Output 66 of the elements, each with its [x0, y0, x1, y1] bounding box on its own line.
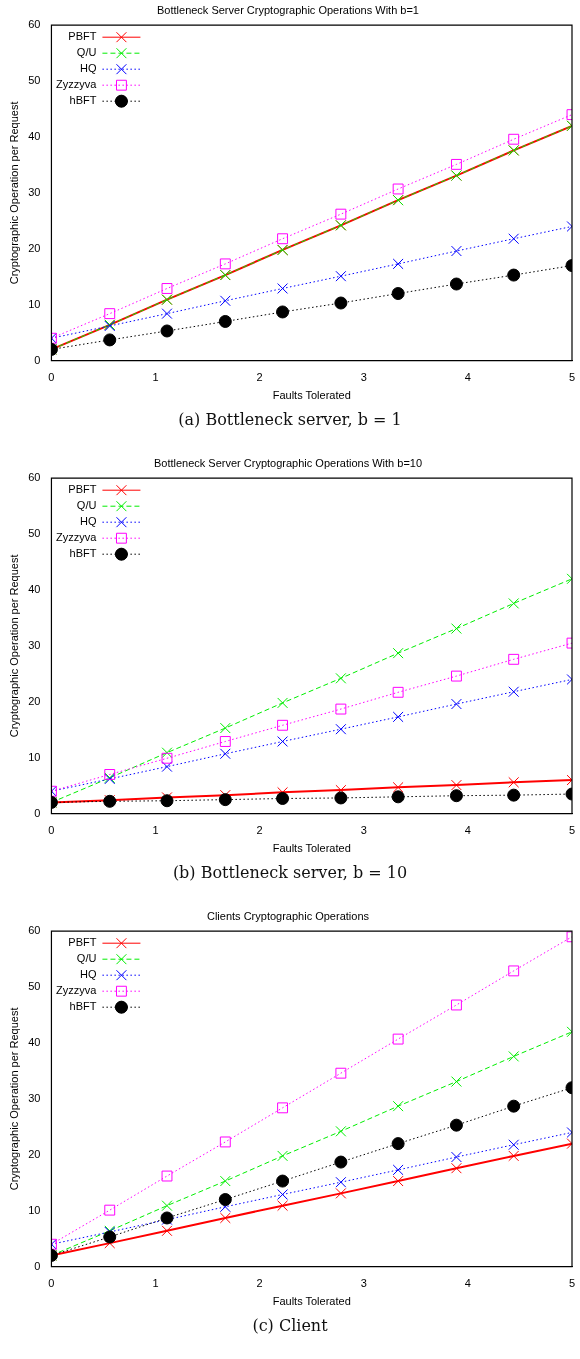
- legend-label: HQ: [79, 515, 97, 528]
- x-tick-label: 0: [48, 371, 55, 384]
- x-tick-label: 2: [256, 371, 263, 384]
- x-tick-label: 3: [360, 824, 367, 837]
- y-tick-label: 0: [34, 806, 41, 819]
- y-tick-label: 20: [28, 241, 41, 254]
- y-tick-label: 60: [28, 18, 41, 31]
- legend-label: PBFT: [68, 936, 97, 949]
- y-tick-label: 60: [28, 924, 41, 937]
- legend-label: hBFT: [69, 94, 97, 107]
- x-tick-label: 0: [48, 1277, 55, 1290]
- x-tick-label: 5: [568, 1277, 576, 1290]
- y-axis-title: Cryptographic Operation per Request: [7, 554, 20, 738]
- x-axis-title: Faults Tolerated: [272, 842, 351, 855]
- y-tick-label: 20: [28, 1147, 41, 1160]
- x-tick-label: 1: [152, 824, 159, 837]
- legend-label: Zyzzyva: [56, 984, 98, 997]
- x-tick-label: 4: [464, 824, 471, 837]
- legend-label: PBFT: [68, 30, 97, 43]
- y-tick-label: 30: [28, 638, 41, 651]
- legend-label: Zyzzyva: [56, 531, 98, 544]
- y-tick-label: 40: [28, 583, 41, 596]
- legend-label: Q/U: [76, 952, 97, 965]
- x-tick-label: 3: [360, 1277, 367, 1290]
- legend-label: Q/U: [76, 46, 97, 59]
- y-tick-label: 0: [34, 1259, 41, 1272]
- x-tick-label: 2: [256, 824, 263, 837]
- y-tick-label: 50: [28, 980, 41, 993]
- x-tick-label: 1: [152, 1277, 159, 1290]
- y-axis-title: Cryptographic Operation per Request: [7, 1007, 20, 1191]
- x-axis-title: Faults Tolerated: [272, 1295, 351, 1308]
- legend-label: PBFT: [68, 483, 97, 496]
- legend-label: hBFT: [69, 1000, 97, 1013]
- y-tick-label: 40: [28, 130, 41, 143]
- y-tick-label: 0: [34, 353, 41, 366]
- x-tick-label: 4: [464, 371, 471, 384]
- y-tick-label: 50: [28, 527, 41, 540]
- x-tick-label: 5: [568, 824, 576, 837]
- x-tick-label: 0: [48, 824, 55, 837]
- x-axis-title: Faults Tolerated: [272, 389, 351, 402]
- x-tick-label: 4: [464, 1277, 471, 1290]
- y-tick-label: 30: [28, 185, 41, 198]
- legend-label: hBFT: [69, 547, 97, 560]
- legend-label: HQ: [79, 62, 97, 75]
- y-tick-label: 40: [28, 1036, 41, 1049]
- x-tick-label: 3: [360, 371, 367, 384]
- y-tick-label: 30: [28, 1091, 41, 1104]
- text: (a) Bottleneck server, b = 1: [177, 410, 403, 429]
- legend-label: HQ: [79, 968, 97, 981]
- x-tick-label: 2: [256, 1277, 263, 1290]
- y-tick-label: 10: [28, 297, 41, 310]
- chart-title: Bottleneck Server Cryptographic Operations With b=10: [153, 456, 423, 469]
- text: (c) Client: [251, 1316, 329, 1335]
- y-axis-title: Cryptographic Operation per Request: [7, 101, 20, 285]
- y-tick-label: 20: [28, 694, 41, 707]
- text: (b) Bottleneck server, b = 10: [171, 863, 409, 882]
- chart-title: Bottleneck Server Cryptographic Operations With b=1: [157, 3, 419, 16]
- x-tick-label: 1: [152, 371, 159, 384]
- x-tick-label: 5: [568, 371, 576, 384]
- y-tick-label: 10: [28, 1203, 41, 1216]
- y-tick-label: 10: [28, 750, 41, 763]
- y-tick-label: 50: [28, 74, 41, 87]
- legend-label: Q/U: [76, 499, 97, 512]
- legend-label: Zyzzyva: [56, 78, 98, 91]
- chart-title: Clients Cryptographic Operations: [206, 909, 370, 922]
- y-tick-label: 60: [28, 471, 41, 484]
